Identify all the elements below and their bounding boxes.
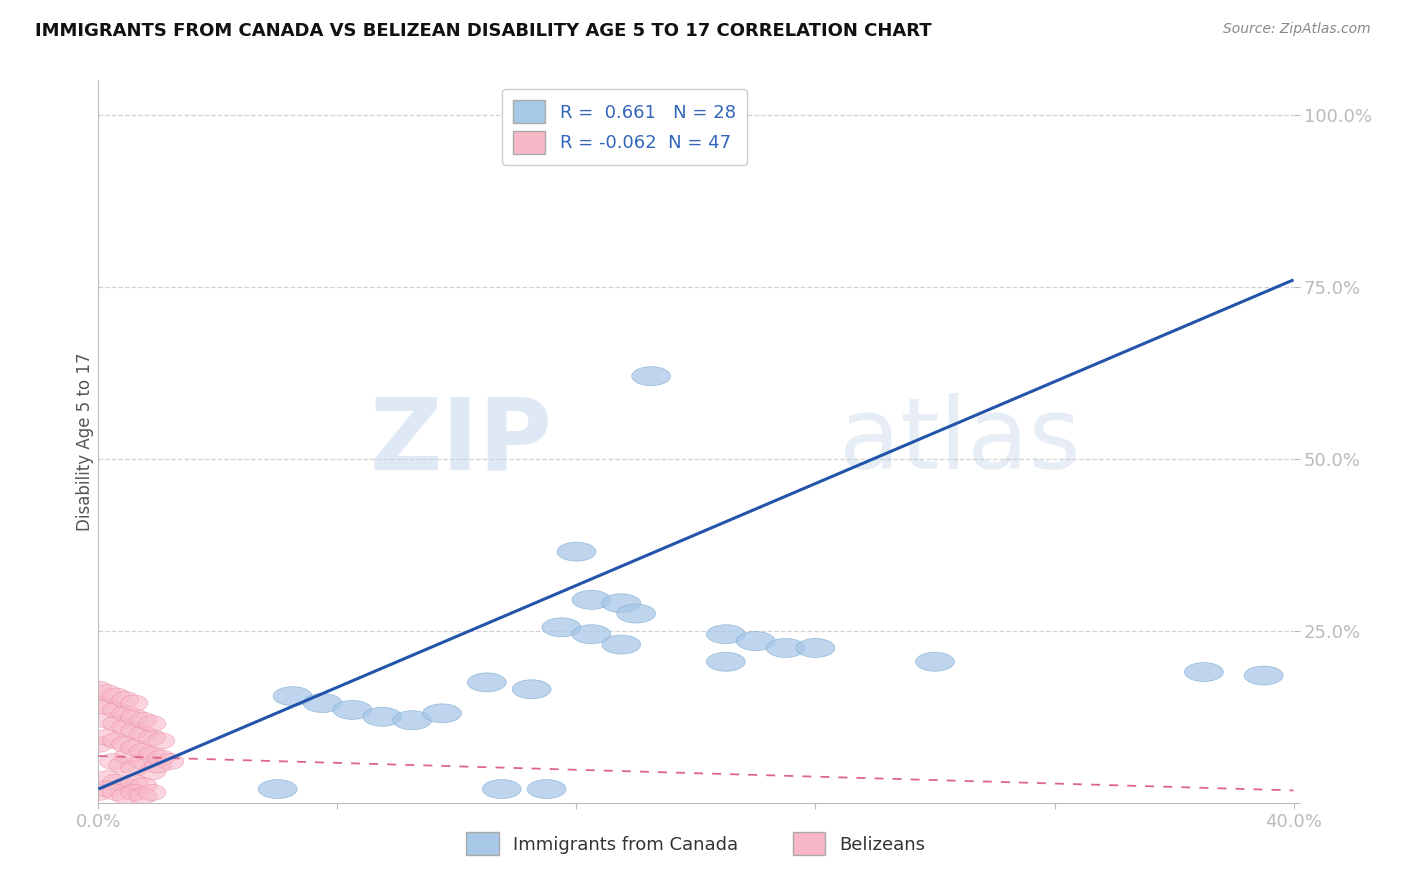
Ellipse shape xyxy=(103,688,129,704)
Ellipse shape xyxy=(103,702,129,718)
Ellipse shape xyxy=(139,730,166,746)
Ellipse shape xyxy=(796,639,835,657)
Ellipse shape xyxy=(467,673,506,692)
Ellipse shape xyxy=(121,760,148,776)
Ellipse shape xyxy=(333,700,371,719)
Text: IMMIGRANTS FROM CANADA VS BELIZEAN DISABILITY AGE 5 TO 17 CORRELATION CHART: IMMIGRANTS FROM CANADA VS BELIZEAN DISAB… xyxy=(35,22,932,40)
Ellipse shape xyxy=(572,591,610,609)
Ellipse shape xyxy=(94,712,121,728)
Ellipse shape xyxy=(121,739,148,756)
Ellipse shape xyxy=(108,757,136,773)
Ellipse shape xyxy=(129,726,157,742)
Ellipse shape xyxy=(129,754,157,770)
Ellipse shape xyxy=(139,764,166,780)
Ellipse shape xyxy=(129,788,157,804)
Ellipse shape xyxy=(148,733,174,749)
Ellipse shape xyxy=(111,719,139,735)
Ellipse shape xyxy=(156,754,184,770)
Ellipse shape xyxy=(423,704,461,723)
Ellipse shape xyxy=(273,687,312,706)
Ellipse shape xyxy=(121,709,148,725)
Ellipse shape xyxy=(121,774,148,790)
Ellipse shape xyxy=(84,736,112,752)
Ellipse shape xyxy=(111,778,139,794)
Ellipse shape xyxy=(706,652,745,671)
Ellipse shape xyxy=(602,635,641,654)
Ellipse shape xyxy=(94,698,121,714)
Ellipse shape xyxy=(915,652,955,671)
Ellipse shape xyxy=(304,694,342,713)
Ellipse shape xyxy=(111,706,139,722)
Ellipse shape xyxy=(527,780,567,798)
Ellipse shape xyxy=(103,715,129,731)
Ellipse shape xyxy=(94,781,121,797)
Ellipse shape xyxy=(115,748,142,764)
Ellipse shape xyxy=(617,604,655,623)
Ellipse shape xyxy=(145,757,172,773)
Ellipse shape xyxy=(706,624,745,644)
Ellipse shape xyxy=(766,639,806,657)
Ellipse shape xyxy=(84,695,112,711)
Ellipse shape xyxy=(572,624,610,644)
Ellipse shape xyxy=(1244,666,1284,685)
Ellipse shape xyxy=(121,784,148,800)
Ellipse shape xyxy=(129,712,157,728)
Ellipse shape xyxy=(543,618,581,637)
Ellipse shape xyxy=(111,736,139,752)
Ellipse shape xyxy=(482,780,522,798)
Ellipse shape xyxy=(602,594,641,613)
Ellipse shape xyxy=(392,711,432,730)
Ellipse shape xyxy=(259,780,297,798)
Ellipse shape xyxy=(631,367,671,385)
Ellipse shape xyxy=(94,685,121,701)
Ellipse shape xyxy=(512,680,551,698)
Ellipse shape xyxy=(103,774,129,790)
Ellipse shape xyxy=(103,784,129,800)
Text: atlas: atlas xyxy=(839,393,1081,490)
Text: ZIP: ZIP xyxy=(370,393,553,490)
Ellipse shape xyxy=(557,542,596,561)
Ellipse shape xyxy=(94,730,121,746)
Ellipse shape xyxy=(111,788,139,804)
Text: Source: ZipAtlas.com: Source: ZipAtlas.com xyxy=(1223,22,1371,37)
Ellipse shape xyxy=(148,750,174,766)
Ellipse shape xyxy=(100,754,127,770)
Ellipse shape xyxy=(139,715,166,731)
Ellipse shape xyxy=(139,784,166,800)
Ellipse shape xyxy=(84,681,112,698)
Ellipse shape xyxy=(84,784,112,800)
Ellipse shape xyxy=(1184,663,1223,681)
Ellipse shape xyxy=(121,695,148,711)
Ellipse shape xyxy=(129,778,157,794)
Ellipse shape xyxy=(121,723,148,739)
Ellipse shape xyxy=(103,733,129,749)
Ellipse shape xyxy=(94,771,121,787)
Ellipse shape xyxy=(737,632,775,650)
Ellipse shape xyxy=(363,707,402,726)
Ellipse shape xyxy=(139,747,166,763)
Ellipse shape xyxy=(111,691,139,707)
Y-axis label: Disability Age 5 to 17: Disability Age 5 to 17 xyxy=(76,352,94,531)
Ellipse shape xyxy=(129,743,157,759)
Legend: Immigrants from Canada, Belizeans: Immigrants from Canada, Belizeans xyxy=(456,822,936,866)
